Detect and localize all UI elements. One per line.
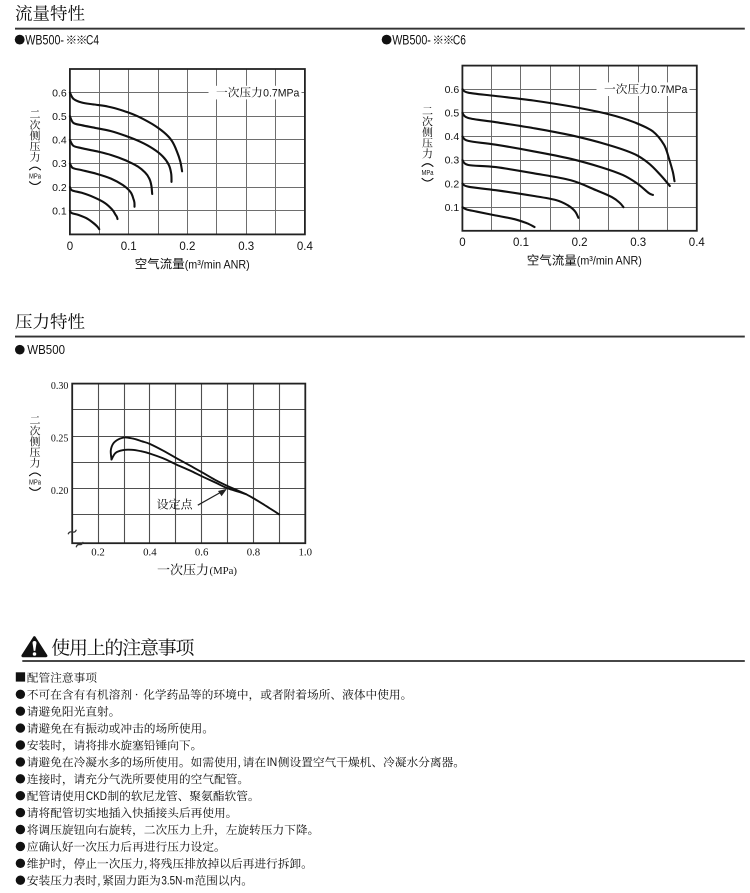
- svg-text:0.5: 0.5: [52, 111, 67, 123]
- svg-text:0.2: 0.2: [179, 241, 195, 253]
- svg-text:0.1: 0.1: [445, 202, 460, 214]
- svg-text:0.6: 0.6: [195, 547, 209, 559]
- svg-text:0.7MPa: 0.7MPa: [651, 84, 688, 96]
- svg-text:(m³/min ANR): (m³/min ANR): [185, 257, 250, 271]
- svg-text:0.5: 0.5: [445, 108, 460, 120]
- svg-text:C4: C4: [86, 32, 99, 47]
- svg-text:0.4: 0.4: [297, 241, 314, 253]
- svg-text:0: 0: [67, 241, 73, 253]
- svg-text:0: 0: [459, 237, 465, 249]
- svg-text:0.1: 0.1: [513, 237, 529, 249]
- svg-text:(m³/min ANR): (m³/min ANR): [577, 254, 642, 268]
- svg-text:0.8: 0.8: [247, 547, 261, 559]
- svg-text:WB500-: WB500-: [25, 32, 64, 47]
- svg-text:0.4: 0.4: [52, 135, 67, 147]
- svg-text:IN: IN: [267, 757, 278, 769]
- svg-text:0.1: 0.1: [121, 241, 137, 253]
- svg-text:0.6: 0.6: [445, 84, 460, 96]
- svg-text:0.3: 0.3: [238, 241, 254, 253]
- svg-text:WB500-: WB500-: [392, 32, 431, 47]
- svg-text:0.3: 0.3: [630, 237, 646, 249]
- svg-text:MPa: MPa: [422, 170, 434, 177]
- svg-text:MPa: MPa: [29, 174, 41, 181]
- svg-text:0.1: 0.1: [52, 206, 67, 218]
- svg-text:0.6: 0.6: [52, 87, 67, 99]
- svg-text:CKD: CKD: [86, 791, 107, 803]
- svg-text:0.4: 0.4: [445, 131, 460, 143]
- svg-text:C6: C6: [453, 32, 466, 47]
- svg-text:0.2: 0.2: [445, 178, 460, 190]
- svg-text:(MPa): (MPa): [210, 565, 238, 577]
- svg-text:0.4: 0.4: [143, 547, 157, 559]
- svg-text:0.20: 0.20: [51, 485, 69, 497]
- svg-text:3.5N·m: 3.5N·m: [161, 876, 194, 888]
- svg-text:WB500: WB500: [27, 342, 65, 357]
- svg-text:MPa: MPa: [29, 479, 41, 486]
- svg-text:0.4: 0.4: [689, 237, 706, 249]
- svg-text:0.25: 0.25: [51, 433, 69, 445]
- svg-text:0.2: 0.2: [91, 547, 105, 559]
- svg-text:0.2: 0.2: [572, 237, 588, 249]
- svg-text:0.3: 0.3: [445, 155, 460, 167]
- svg-text:1.0: 1.0: [299, 547, 313, 559]
- svg-text:0.2: 0.2: [52, 182, 67, 194]
- svg-text:0.3: 0.3: [52, 158, 67, 170]
- svg-text:0.7MPa: 0.7MPa: [263, 87, 300, 99]
- svg-text:0.30: 0.30: [51, 380, 69, 392]
